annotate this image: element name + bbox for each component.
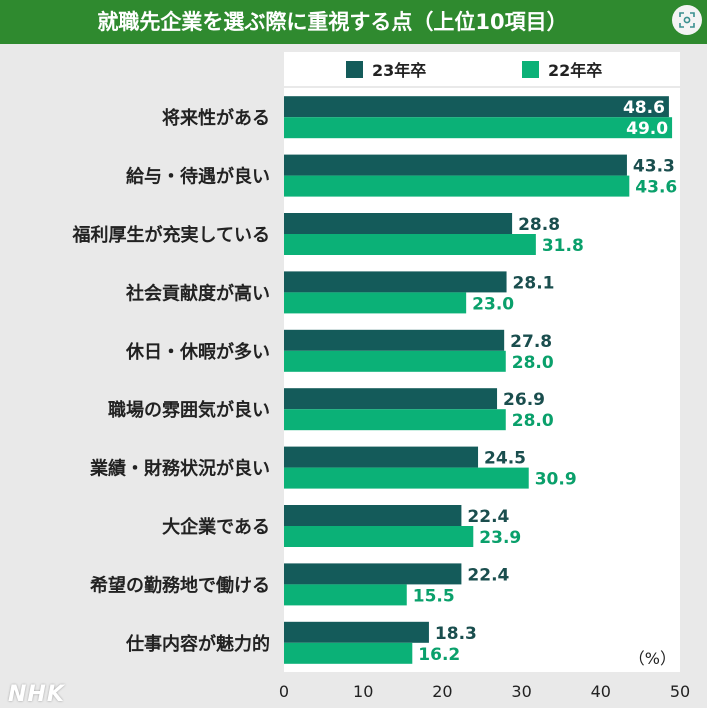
- bar-22: [284, 175, 630, 197]
- unit-label: （%）: [629, 649, 676, 668]
- bar-22: [284, 292, 467, 314]
- category-label: 希望の勤務地で働ける: [90, 574, 270, 596]
- legend-swatch-0: [346, 61, 363, 78]
- value-label: 22.4: [467, 565, 509, 585]
- bar-23: [284, 388, 498, 410]
- value-label: 30.9: [535, 470, 577, 490]
- lens-button[interactable]: [672, 5, 702, 35]
- category-label: 給与・待遇が良い: [126, 166, 270, 188]
- bar-23: [284, 96, 669, 118]
- category-label: 休日・休暇が多い: [125, 341, 270, 363]
- value-label: 16.2: [418, 645, 460, 665]
- bar-23: [284, 563, 462, 585]
- x-tick-label: 20: [432, 682, 452, 701]
- bar-22: [284, 526, 474, 547]
- value-label: 28.0: [512, 411, 554, 431]
- bar-22: [284, 642, 413, 664]
- value-label: 49.0: [626, 119, 668, 139]
- legend-label-1: 22年卒: [548, 61, 602, 80]
- value-label: 28.1: [513, 273, 555, 293]
- value-label: 28.0: [512, 353, 554, 373]
- value-label: 23.9: [479, 528, 521, 548]
- x-tick-label: 0: [279, 682, 289, 701]
- chart-title: 就職先企業を選ぶ際に重視する点（上位10項目）: [97, 10, 568, 34]
- bar-23: [284, 446, 479, 468]
- legend-swatch-1: [522, 61, 539, 78]
- value-label: 26.9: [503, 390, 545, 410]
- value-label: 31.8: [542, 236, 584, 256]
- bar-22: [284, 234, 536, 255]
- category-label: 社会貢献度が高い: [126, 282, 270, 304]
- bar-23: [284, 154, 627, 176]
- bar-23: [284, 621, 429, 643]
- value-label: 48.6: [623, 98, 665, 118]
- category-label: 将来性がある: [162, 107, 270, 129]
- x-tick-label: 30: [511, 682, 531, 701]
- category-label: 職場の雰囲気が良い: [108, 399, 270, 421]
- nhk-watermark: NHK: [8, 682, 65, 707]
- bar-22: [284, 117, 673, 139]
- bar-23: [284, 271, 507, 293]
- bar-22: [284, 584, 407, 606]
- value-label: 24.5: [484, 449, 526, 469]
- bar-22: [284, 467, 529, 489]
- value-label: 28.8: [518, 215, 560, 235]
- category-label: 大企業である: [162, 516, 270, 538]
- category-label: 福利厚生が充実している: [72, 224, 270, 246]
- bar-22: [284, 409, 506, 431]
- value-label: 15.5: [413, 586, 455, 606]
- legend: [284, 52, 680, 86]
- x-tick-label: 50: [670, 682, 690, 701]
- x-tick-label: 10: [353, 682, 373, 701]
- category-label: 仕事内容が魅力的: [125, 633, 270, 655]
- category-label: 業績・財務状況が良い: [89, 458, 270, 480]
- bar-23: [284, 329, 505, 351]
- bar-23: [284, 213, 513, 234]
- value-label: 18.3: [435, 624, 477, 644]
- value-label: 23.0: [472, 294, 514, 314]
- x-tick-label: 40: [591, 682, 611, 701]
- lens-icon: [679, 12, 695, 28]
- bar-22: [284, 350, 506, 372]
- value-label: 27.8: [510, 332, 552, 352]
- value-label: 22.4: [467, 507, 509, 527]
- bar-23: [284, 505, 462, 526]
- value-label: 43.6: [635, 178, 677, 198]
- title-bar: 就職先企業を選ぶ際に重視する点（上位10項目）: [0, 0, 707, 44]
- legend-label-0: 23年卒: [372, 61, 426, 80]
- value-label: 43.3: [633, 157, 675, 177]
